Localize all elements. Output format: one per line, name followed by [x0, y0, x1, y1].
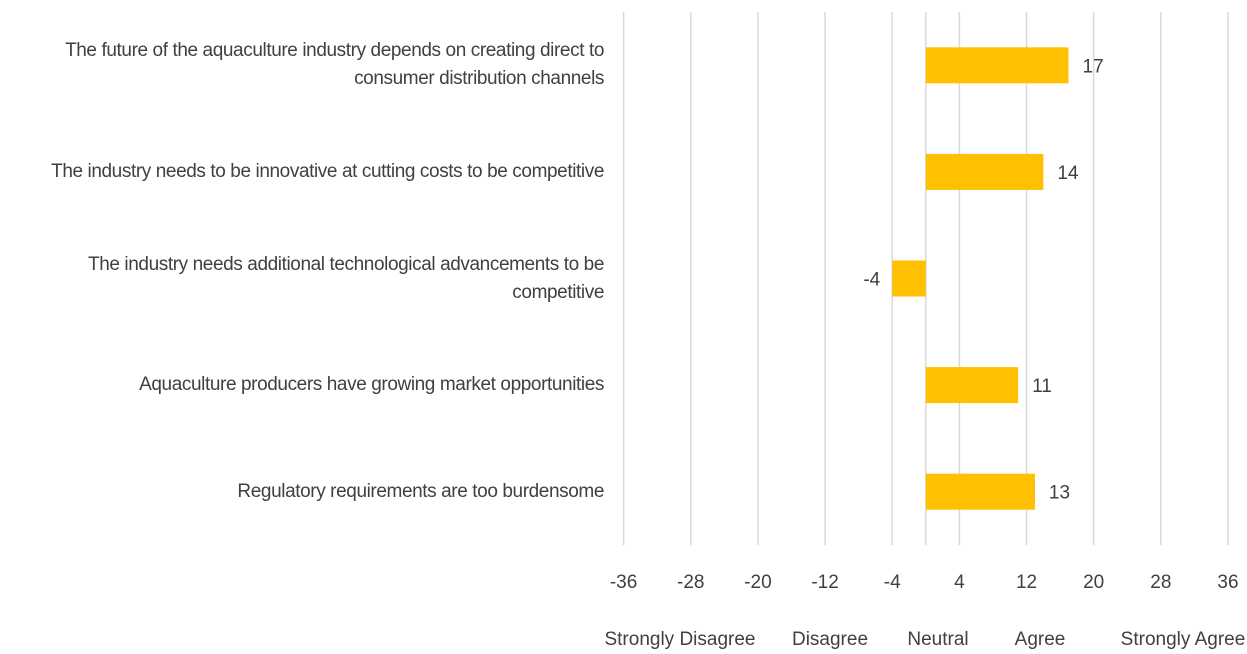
- x-tick-label: 36: [1217, 572, 1238, 593]
- category-label: The industry needs to be innovative at c…: [51, 160, 604, 182]
- x-tick-label: -36: [610, 572, 637, 593]
- x-tick-label: 4: [954, 572, 965, 593]
- scale-label: Strongly Agree: [1121, 629, 1246, 650]
- scale-label: Neutral: [907, 629, 968, 650]
- bar: [925, 47, 1069, 84]
- data-label: 13: [1049, 483, 1070, 504]
- x-tick-label: 20: [1083, 572, 1104, 593]
- x-tick-label: -4: [884, 572, 901, 593]
- x-tick-label: 28: [1150, 572, 1171, 593]
- scale-label: Agree: [1015, 629, 1066, 650]
- x-tick-label: -20: [744, 572, 771, 593]
- bar: [892, 260, 926, 297]
- category-label: The future of the aquaculture industry d…: [65, 40, 604, 90]
- bar: [925, 473, 1035, 510]
- data-label: 11: [1032, 376, 1052, 397]
- scale-label: Strongly Disagree: [604, 629, 755, 650]
- x-tick-label: 12: [1016, 572, 1037, 593]
- data-label: 14: [1057, 163, 1079, 184]
- x-tick-label: -28: [677, 572, 704, 593]
- bar: [925, 367, 1019, 404]
- category-label: The industry needs additional technologi…: [88, 253, 604, 303]
- bar: [925, 153, 1044, 190]
- scale-label: Disagree: [792, 629, 868, 650]
- category-label: Aquaculture producers have growing marke…: [139, 374, 604, 396]
- x-tick-label: -12: [811, 572, 838, 593]
- data-label: -4: [863, 270, 880, 291]
- category-label: Regulatory requirements are too burdenso…: [237, 480, 604, 502]
- data-label: 17: [1083, 56, 1104, 77]
